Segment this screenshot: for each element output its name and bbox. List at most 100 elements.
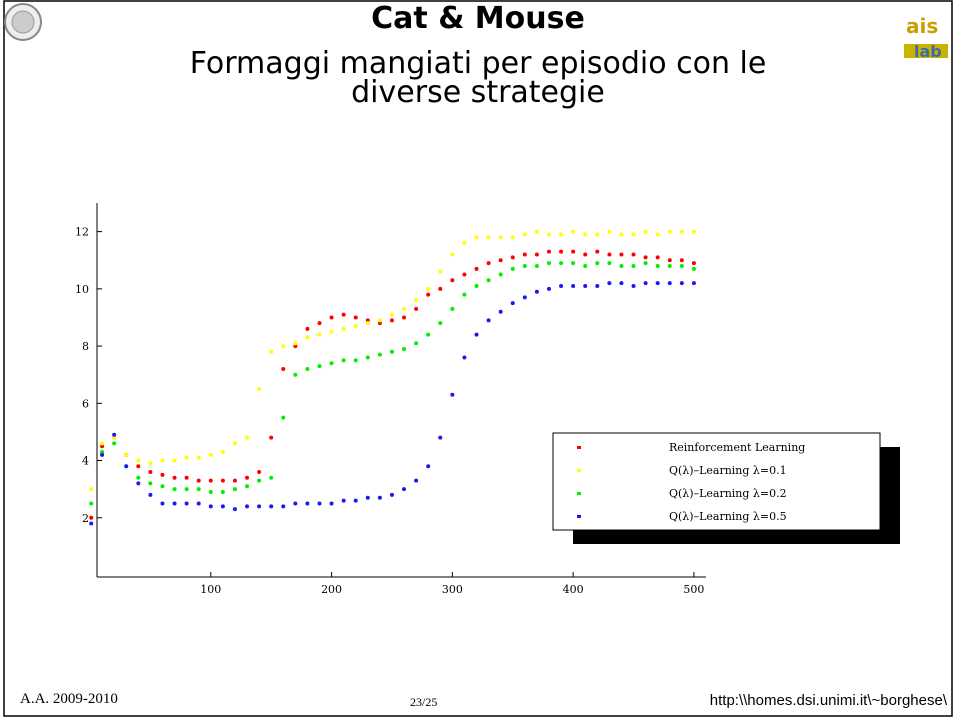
legend [552, 432, 881, 531]
point [655, 281, 660, 286]
point [498, 309, 503, 314]
point [679, 229, 684, 234]
point [691, 281, 696, 286]
point [377, 318, 382, 323]
point [317, 332, 322, 337]
point [365, 495, 370, 500]
point [583, 283, 588, 288]
point [184, 475, 189, 480]
point [655, 232, 660, 237]
point [619, 232, 624, 237]
point [196, 478, 201, 483]
point [377, 352, 382, 357]
point [208, 478, 213, 483]
point [257, 387, 262, 391]
point [571, 249, 576, 254]
point [595, 283, 600, 288]
point [257, 478, 262, 483]
point [631, 232, 636, 237]
point [269, 475, 274, 480]
point [534, 252, 539, 257]
point [559, 261, 564, 266]
legend-label: Reinforcement Learning [669, 441, 805, 454]
point [208, 490, 213, 495]
point [257, 469, 262, 474]
point [329, 329, 334, 334]
point [172, 501, 177, 506]
point [196, 487, 201, 492]
point [220, 490, 225, 495]
point [269, 435, 274, 440]
point [643, 229, 648, 234]
point [510, 255, 515, 260]
point [474, 332, 479, 337]
y-tick-label: 2 [82, 512, 89, 525]
point [148, 492, 153, 497]
footer-right: http:\\homes.dsi.unimi.it\~borghese\ [710, 692, 948, 709]
point [184, 501, 189, 506]
point [486, 261, 491, 266]
point [498, 258, 503, 263]
slide-subtitle: Formaggi mangiati per episodio con le [190, 46, 767, 81]
x-tick-label: 400 [563, 583, 584, 596]
svg-text:ais: ais [906, 14, 938, 38]
x-tick-label: 500 [683, 583, 704, 596]
point [498, 235, 503, 240]
point [426, 332, 431, 337]
point [89, 515, 94, 520]
y-tick-label: 12 [75, 226, 89, 239]
point [462, 272, 467, 277]
point [571, 229, 576, 234]
point [365, 355, 370, 360]
point [136, 458, 141, 463]
point [329, 361, 334, 366]
point [655, 255, 660, 260]
legend-marker [577, 515, 581, 518]
point [691, 266, 696, 271]
point [522, 263, 527, 268]
point [377, 495, 382, 500]
point [353, 315, 358, 320]
point [89, 501, 94, 506]
point [160, 484, 165, 489]
point [679, 258, 684, 263]
point [100, 449, 105, 454]
point [100, 452, 105, 457]
point [534, 263, 539, 268]
point [317, 364, 322, 369]
point [220, 504, 225, 509]
point [160, 501, 165, 506]
logo-right: ais lab [904, 14, 948, 61]
point [438, 321, 443, 326]
point [438, 435, 443, 440]
point [667, 281, 672, 286]
point [486, 235, 491, 240]
point [89, 487, 94, 492]
point [365, 321, 370, 326]
legend-marker [577, 469, 581, 472]
point [389, 312, 394, 317]
point [510, 301, 515, 306]
point [293, 501, 298, 506]
point [389, 492, 394, 497]
point [522, 295, 527, 300]
point [196, 455, 201, 460]
point [607, 229, 612, 234]
point [245, 484, 250, 489]
point [667, 229, 672, 234]
point [450, 278, 455, 283]
point [643, 255, 648, 260]
point [607, 281, 612, 286]
point [510, 235, 515, 240]
point [184, 455, 189, 460]
point [100, 444, 105, 449]
point [172, 487, 177, 492]
point [353, 324, 358, 329]
point [232, 507, 237, 512]
point [220, 478, 225, 483]
point [329, 501, 334, 506]
point [474, 235, 479, 240]
legend-marker [577, 492, 581, 495]
point [643, 261, 648, 266]
point [426, 292, 431, 297]
